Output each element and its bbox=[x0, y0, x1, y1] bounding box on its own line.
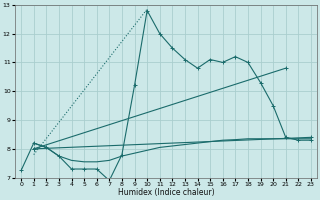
X-axis label: Humidex (Indice chaleur): Humidex (Indice chaleur) bbox=[118, 188, 214, 197]
